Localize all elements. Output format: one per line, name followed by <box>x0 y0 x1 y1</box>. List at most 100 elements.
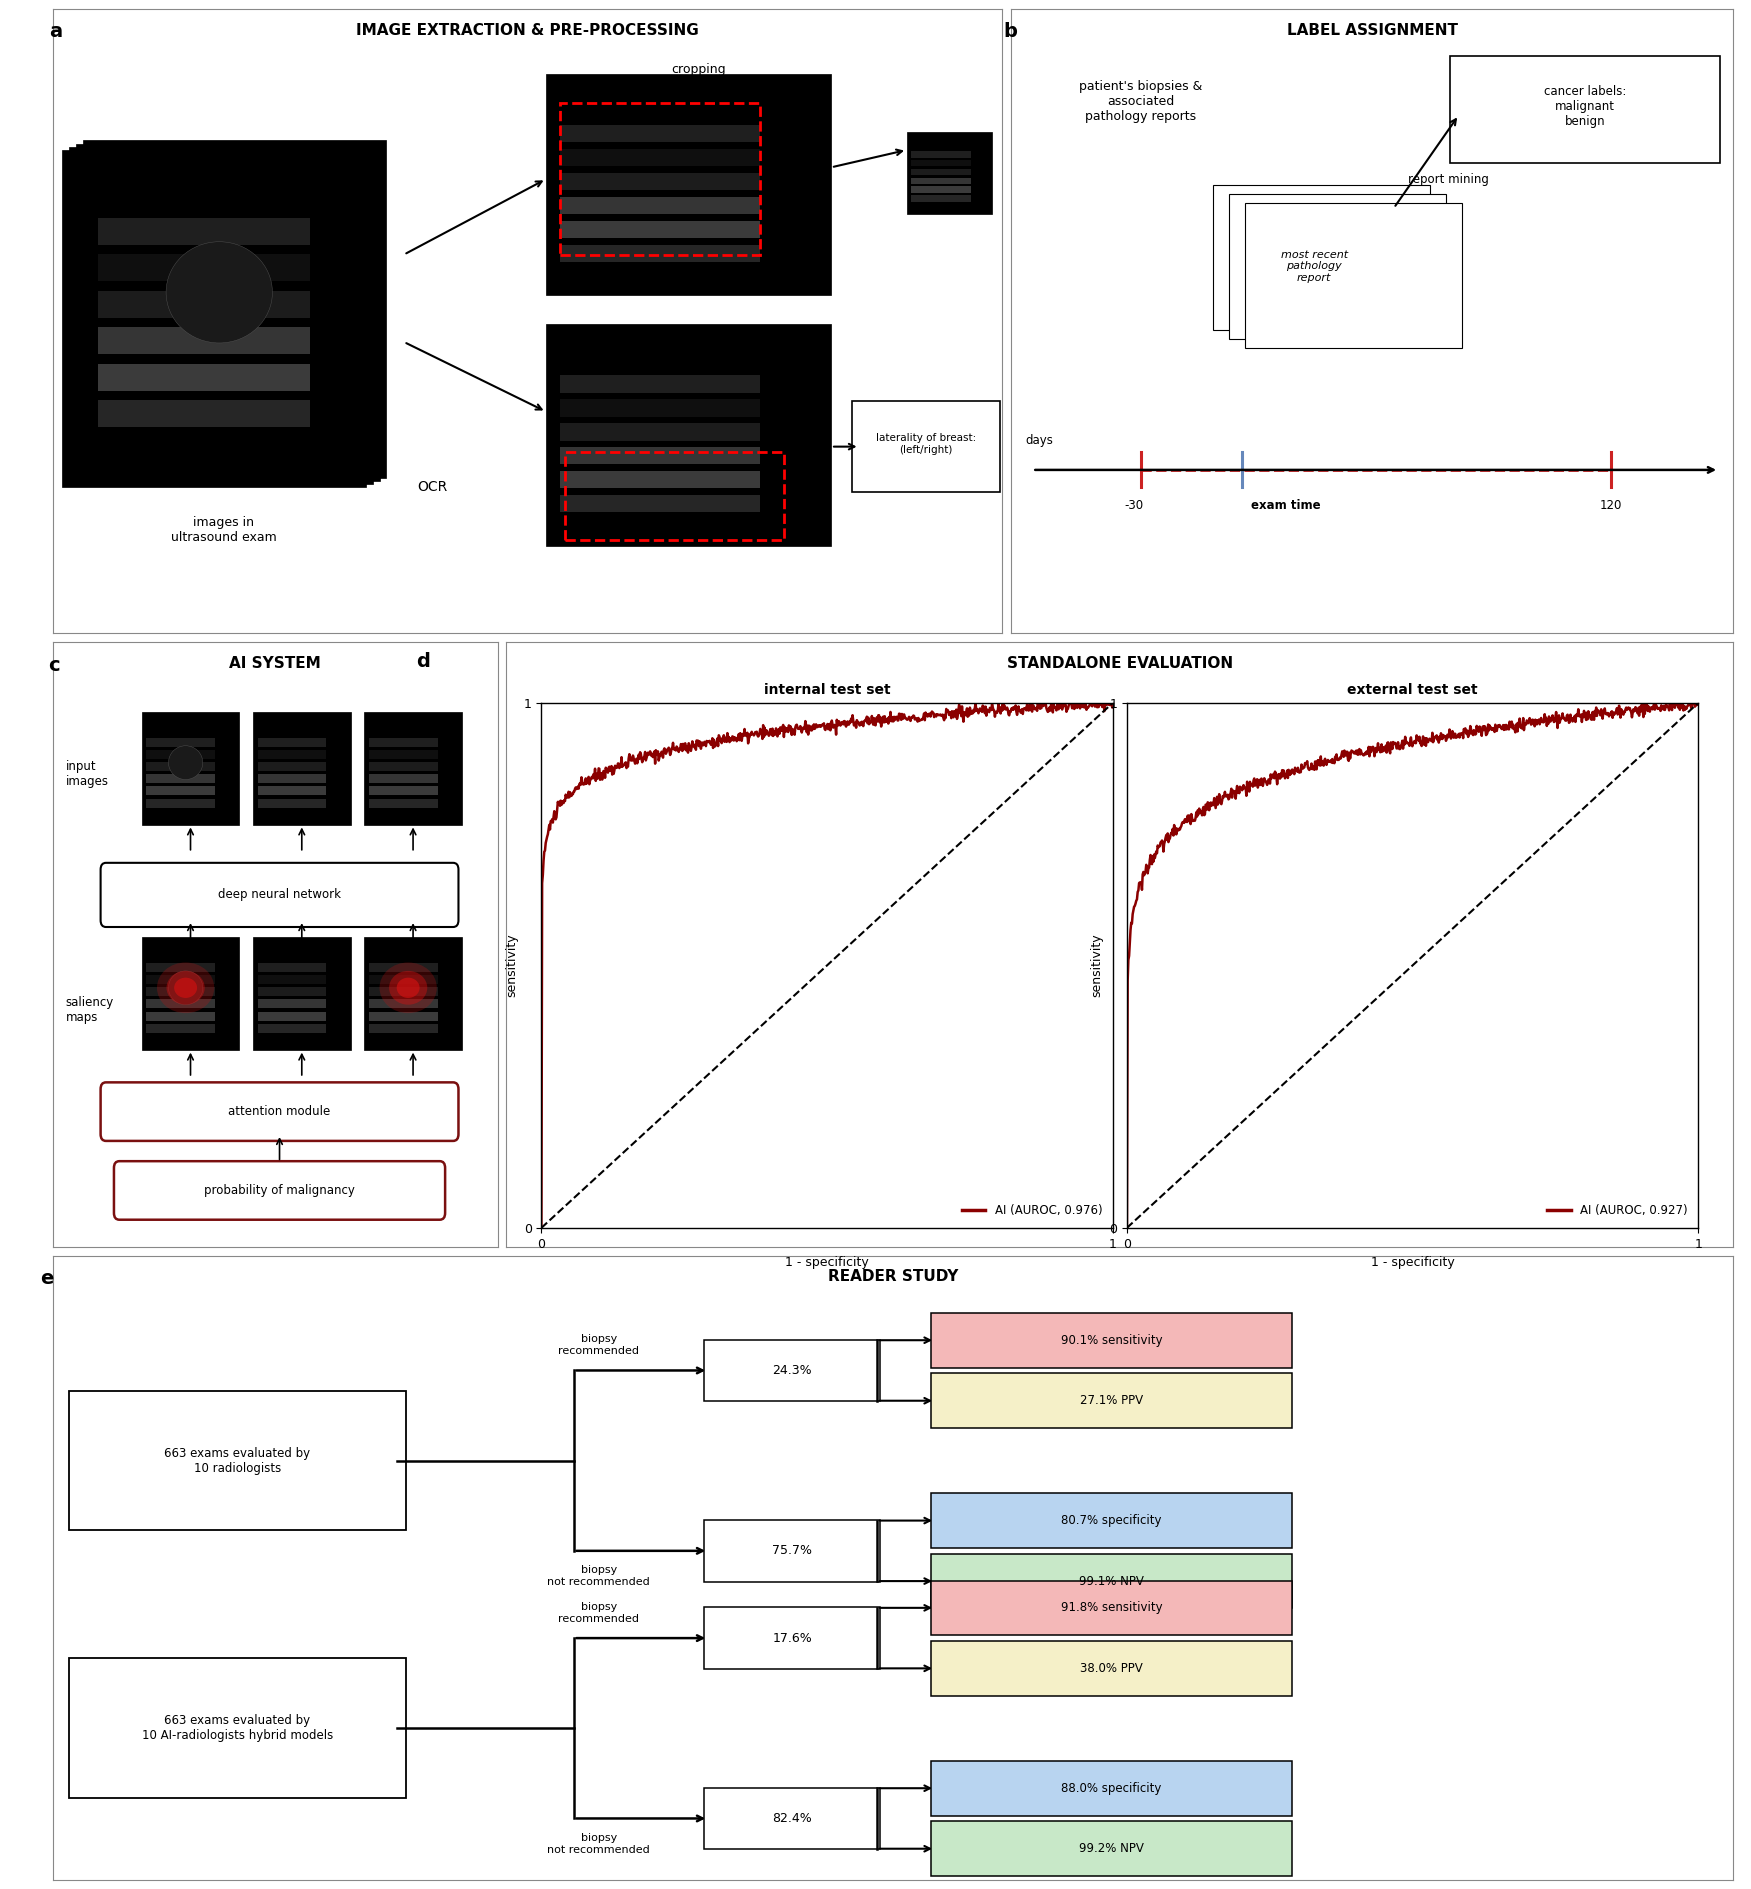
FancyBboxPatch shape <box>853 400 1000 491</box>
FancyBboxPatch shape <box>257 739 326 746</box>
FancyBboxPatch shape <box>1450 55 1721 162</box>
FancyBboxPatch shape <box>147 975 215 984</box>
FancyBboxPatch shape <box>369 999 438 1009</box>
Text: deep neural network: deep neural network <box>219 888 341 901</box>
Ellipse shape <box>166 242 273 344</box>
Legend: AI (AUROC, 0.927): AI (AUROC, 0.927) <box>1543 1200 1693 1222</box>
FancyBboxPatch shape <box>560 196 760 213</box>
Text: e: e <box>40 1269 53 1288</box>
Title: external test set: external test set <box>1347 684 1478 697</box>
Text: most recent
pathology
report: most recent pathology report <box>1280 249 1348 283</box>
FancyBboxPatch shape <box>91 404 303 431</box>
FancyBboxPatch shape <box>84 261 296 287</box>
FancyBboxPatch shape <box>98 217 310 244</box>
Text: c: c <box>47 655 60 674</box>
Y-axis label: sensitivity: sensitivity <box>1091 933 1103 997</box>
Text: biopsy
not recommended: biopsy not recommended <box>548 1566 650 1587</box>
FancyBboxPatch shape <box>932 1821 1292 1876</box>
FancyBboxPatch shape <box>147 988 215 996</box>
FancyBboxPatch shape <box>147 799 215 808</box>
Text: d: d <box>415 652 429 671</box>
FancyBboxPatch shape <box>369 988 438 996</box>
Text: biopsy
not recommended: biopsy not recommended <box>548 1832 650 1855</box>
FancyBboxPatch shape <box>147 739 215 746</box>
FancyBboxPatch shape <box>1229 195 1446 340</box>
FancyBboxPatch shape <box>100 863 459 927</box>
FancyBboxPatch shape <box>147 786 215 795</box>
FancyBboxPatch shape <box>560 221 760 238</box>
Text: -30: -30 <box>1124 499 1143 512</box>
FancyBboxPatch shape <box>369 786 438 795</box>
FancyBboxPatch shape <box>147 774 215 784</box>
Text: exam time: exam time <box>1250 499 1320 512</box>
Ellipse shape <box>168 971 203 1005</box>
Ellipse shape <box>158 963 214 1013</box>
FancyBboxPatch shape <box>98 400 310 427</box>
FancyBboxPatch shape <box>91 295 303 321</box>
Ellipse shape <box>173 979 198 997</box>
Bar <box>546 325 832 546</box>
FancyBboxPatch shape <box>84 223 296 251</box>
FancyBboxPatch shape <box>147 1024 215 1033</box>
Text: 88.0% specificity: 88.0% specificity <box>1061 1781 1161 1795</box>
FancyBboxPatch shape <box>257 750 326 759</box>
Text: 24.3%: 24.3% <box>772 1364 812 1377</box>
Text: AI SYSTEM: AI SYSTEM <box>229 655 320 671</box>
Text: input
images: input images <box>67 759 109 788</box>
Text: 80.7% specificity: 80.7% specificity <box>1061 1515 1161 1526</box>
FancyBboxPatch shape <box>77 410 291 436</box>
FancyBboxPatch shape <box>932 1492 1292 1547</box>
FancyBboxPatch shape <box>369 975 438 984</box>
FancyBboxPatch shape <box>77 264 291 291</box>
FancyBboxPatch shape <box>932 1555 1292 1608</box>
X-axis label: 1 - specificity: 1 - specificity <box>784 1256 868 1269</box>
Text: probability of malignancy: probability of malignancy <box>205 1184 355 1198</box>
FancyBboxPatch shape <box>932 1581 1292 1636</box>
FancyBboxPatch shape <box>560 399 760 417</box>
Text: b: b <box>1003 23 1017 42</box>
Text: patient's biopsies &
associated
pathology reports: patient's biopsies & associated patholog… <box>1079 79 1203 123</box>
FancyBboxPatch shape <box>84 406 296 434</box>
FancyBboxPatch shape <box>932 1761 1292 1815</box>
Y-axis label: sensitivity: sensitivity <box>504 933 518 997</box>
Legend: AI (AUROC, 0.976): AI (AUROC, 0.976) <box>956 1200 1107 1222</box>
FancyBboxPatch shape <box>91 221 303 247</box>
Text: report mining: report mining <box>1408 172 1488 185</box>
Bar <box>252 937 350 1050</box>
FancyBboxPatch shape <box>369 1013 438 1020</box>
FancyBboxPatch shape <box>560 470 760 489</box>
Ellipse shape <box>397 979 420 997</box>
Text: 99.2% NPV: 99.2% NPV <box>1079 1842 1143 1855</box>
FancyBboxPatch shape <box>932 1373 1292 1428</box>
FancyBboxPatch shape <box>257 988 326 996</box>
Text: a: a <box>49 23 61 42</box>
Title: internal test set: internal test set <box>763 684 891 697</box>
FancyBboxPatch shape <box>369 750 438 759</box>
Text: cropping: cropping <box>671 62 725 76</box>
FancyBboxPatch shape <box>369 799 438 808</box>
Text: biopsy
recommended: biopsy recommended <box>559 1334 639 1356</box>
FancyBboxPatch shape <box>369 739 438 746</box>
FancyBboxPatch shape <box>77 374 291 400</box>
Text: saliency
maps: saliency maps <box>67 996 114 1024</box>
Text: biopsy
recommended: biopsy recommended <box>559 1602 639 1623</box>
Bar <box>252 712 350 824</box>
FancyBboxPatch shape <box>91 331 303 357</box>
FancyBboxPatch shape <box>560 125 760 142</box>
FancyBboxPatch shape <box>560 149 760 166</box>
FancyBboxPatch shape <box>369 761 438 771</box>
FancyBboxPatch shape <box>70 1659 406 1798</box>
FancyBboxPatch shape <box>77 300 291 327</box>
FancyBboxPatch shape <box>911 168 972 176</box>
FancyBboxPatch shape <box>91 257 303 283</box>
FancyBboxPatch shape <box>911 187 972 193</box>
FancyBboxPatch shape <box>560 448 760 465</box>
FancyBboxPatch shape <box>257 963 326 971</box>
FancyBboxPatch shape <box>98 291 310 317</box>
FancyBboxPatch shape <box>84 297 296 323</box>
FancyBboxPatch shape <box>147 761 215 771</box>
FancyBboxPatch shape <box>84 334 296 361</box>
FancyBboxPatch shape <box>98 255 310 281</box>
FancyBboxPatch shape <box>704 1608 881 1670</box>
FancyBboxPatch shape <box>84 370 296 397</box>
